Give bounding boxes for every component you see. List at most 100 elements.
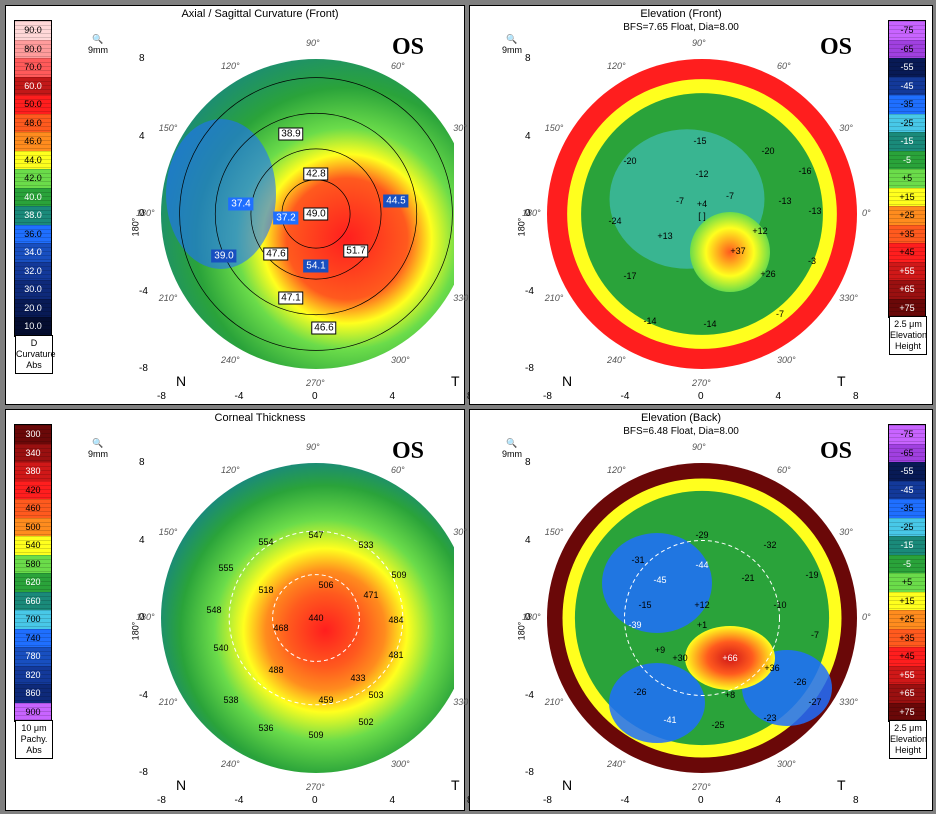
map-value: 46.6 (311, 322, 336, 335)
y-tick: -8 (139, 363, 148, 374)
map-value: 540 (213, 643, 228, 653)
map-value: 502 (358, 717, 373, 727)
map-value: 536 (258, 723, 273, 733)
map-value: -29 (695, 530, 708, 540)
angular-mark: 270° (692, 378, 711, 388)
y-tick: -4 (139, 690, 148, 701)
angular-mark: 120° (607, 61, 626, 71)
colorbar-segment: 700 (15, 610, 51, 629)
angular-mark: 30° (453, 527, 467, 537)
panel-axial: 90.080.070.060.050.048.046.044.042.040.0… (5, 5, 465, 405)
map-value: -23 (763, 713, 776, 723)
side-label: 180° (130, 622, 140, 641)
colorbar-label: 10 μmPachy.Abs (15, 720, 53, 759)
colorbar-axial: 90.080.070.060.050.048.046.044.042.040.0… (14, 20, 52, 337)
y-tick: 8 (525, 457, 531, 468)
colorbar-segment: 860 (15, 684, 51, 703)
angular-mark: 60° (391, 465, 405, 475)
angular-mark: 270° (306, 378, 325, 388)
x-tick: 0 (698, 391, 704, 402)
colorbar-segment: 10.0 (15, 317, 51, 336)
colorbar-segment: -5 (889, 151, 925, 170)
colorbar-segment: 44.0 (15, 151, 51, 170)
map-value: -10 (773, 600, 786, 610)
panel-thickness: 3003403804204605005405806206607007407808… (5, 409, 465, 811)
colorbar-segment: -15 (889, 132, 925, 151)
map-value: -31 (631, 555, 644, 565)
map-value: 433 (350, 673, 365, 683)
temporal-label: T (451, 373, 460, 389)
nasal-label: N (176, 373, 186, 389)
side-label: 180° (516, 622, 526, 641)
x-tick: -8 (543, 391, 552, 402)
y-tick: 8 (525, 53, 531, 64)
y-tick: 4 (139, 131, 145, 142)
y-tick: 4 (139, 535, 145, 546)
x-tick: 4 (776, 391, 782, 402)
map-value: 481 (388, 650, 403, 660)
map-value: -44 (695, 560, 708, 570)
temporal-label: T (451, 777, 460, 793)
colorbar-segment: -15 (889, 536, 925, 555)
map-value: -41 (663, 715, 676, 725)
angular-mark: 300° (777, 355, 796, 365)
side-label: 180° (130, 218, 140, 237)
colorbar-label: 2.5 μmElevationHeight (889, 720, 927, 759)
map-value: -13 (808, 206, 821, 216)
map-value: -25 (711, 720, 724, 730)
angular-mark: 0° (862, 208, 871, 218)
map-value: 39.0 (211, 250, 236, 263)
x-tick: -8 (157, 391, 166, 402)
colorbar-segment: 780 (15, 647, 51, 666)
angular-mark: 60° (777, 465, 791, 475)
angular-mark: 150° (545, 527, 564, 537)
map-value: -7 (726, 191, 734, 201)
nasal-label: N (176, 777, 186, 793)
colorbar-segment: -35 (889, 95, 925, 114)
map-value: -39 (628, 620, 641, 630)
map-value: 47.1 (278, 292, 303, 305)
colorbar-segment: 900 (15, 703, 51, 722)
map-value: 54.1 (303, 260, 328, 273)
map-value: +12 (694, 600, 709, 610)
map-value: 547 (308, 530, 323, 540)
colorbar-segment: -25 (889, 518, 925, 537)
colorbar-label: DCurvatureAbs (15, 335, 53, 374)
x-tick: 0 (312, 795, 318, 806)
colorbar-label: 2.5 μmElevationHeight (889, 316, 927, 355)
map-value: 468 (273, 623, 288, 633)
map-value: 509 (391, 570, 406, 580)
colorbar-segment: 420 (15, 481, 51, 500)
y-tick: -8 (525, 767, 534, 778)
angular-mark: 90° (692, 442, 706, 452)
map-value: 51.7 (343, 245, 368, 258)
x-tick: -4 (235, 795, 244, 806)
plot-thickness: Corneal ThicknessOS🔍9mm90°60°30°0°330°30… (66, 410, 454, 810)
map-value: -7 (776, 309, 784, 319)
map-value: 509 (308, 730, 323, 740)
map-value: 503 (368, 690, 383, 700)
map-value: 554 (258, 537, 273, 547)
colorbar-thickness: 3003403804204605005405806206607007407808… (14, 424, 52, 722)
angular-mark: 60° (391, 61, 405, 71)
map-value: 47.6 (263, 248, 288, 261)
colorbar-segment: 70.0 (15, 58, 51, 77)
angular-mark: 150° (159, 527, 178, 537)
angular-mark: 60° (777, 61, 791, 71)
map-value: 37.4 (228, 198, 253, 211)
colorbar-segment: -45 (889, 77, 925, 96)
panel-elev_front: -75-65-55-45-35-25-15-5+5+15+25+35+45+55… (469, 5, 933, 405)
map-value: 506 (318, 580, 333, 590)
colorbar-segment: 48.0 (15, 114, 51, 133)
map-value: -26 (793, 677, 806, 687)
map-value: 533 (358, 540, 373, 550)
map-value: 484 (388, 615, 403, 625)
colorbar-segment: 740 (15, 629, 51, 648)
x-tick: 8 (853, 391, 859, 402)
map-value: -12 (695, 169, 708, 179)
map-value: +26 (760, 269, 775, 279)
angular-mark: 330° (839, 697, 858, 707)
x-tick: -4 (621, 391, 630, 402)
colorbar-segment: +5 (889, 573, 925, 592)
colorbar-segment: 340 (15, 444, 51, 463)
